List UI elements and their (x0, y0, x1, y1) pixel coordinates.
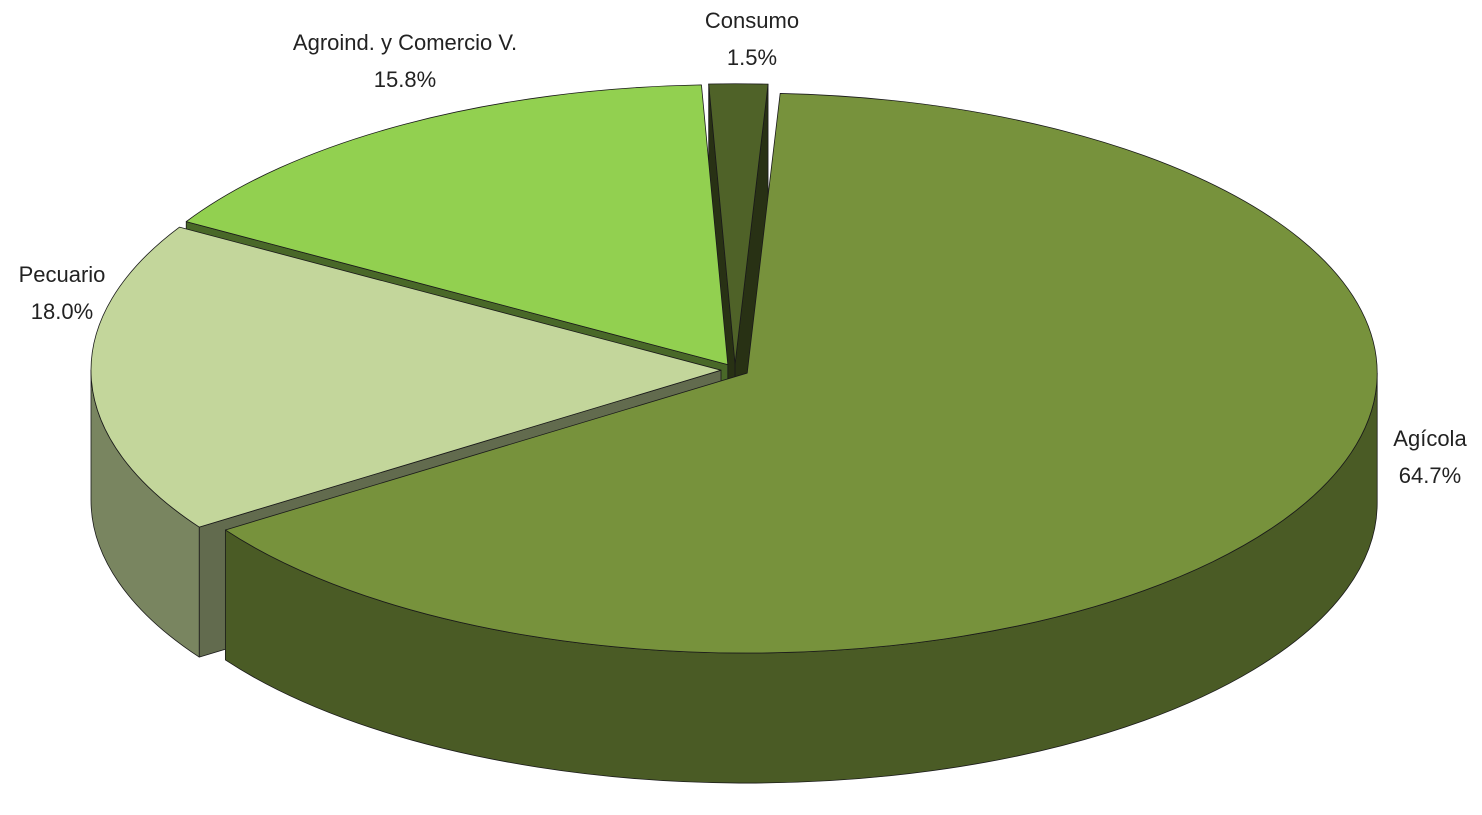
slice-value-label: 1.5% (727, 45, 777, 70)
slice-value-label: 18.0% (31, 299, 93, 324)
slice-label: Consumo (705, 8, 799, 33)
slice-value-label: 64.7% (1399, 463, 1461, 488)
slice-value-label: 15.8% (374, 67, 436, 92)
slice (708, 83, 769, 365)
slice (185, 84, 729, 366)
slice-label: Agícola (1393, 426, 1467, 451)
slice (90, 226, 722, 528)
slice-label: Agroind. y Comercio V. (293, 30, 517, 55)
slice-label: Pecuario (19, 262, 106, 287)
slice (224, 93, 1378, 654)
